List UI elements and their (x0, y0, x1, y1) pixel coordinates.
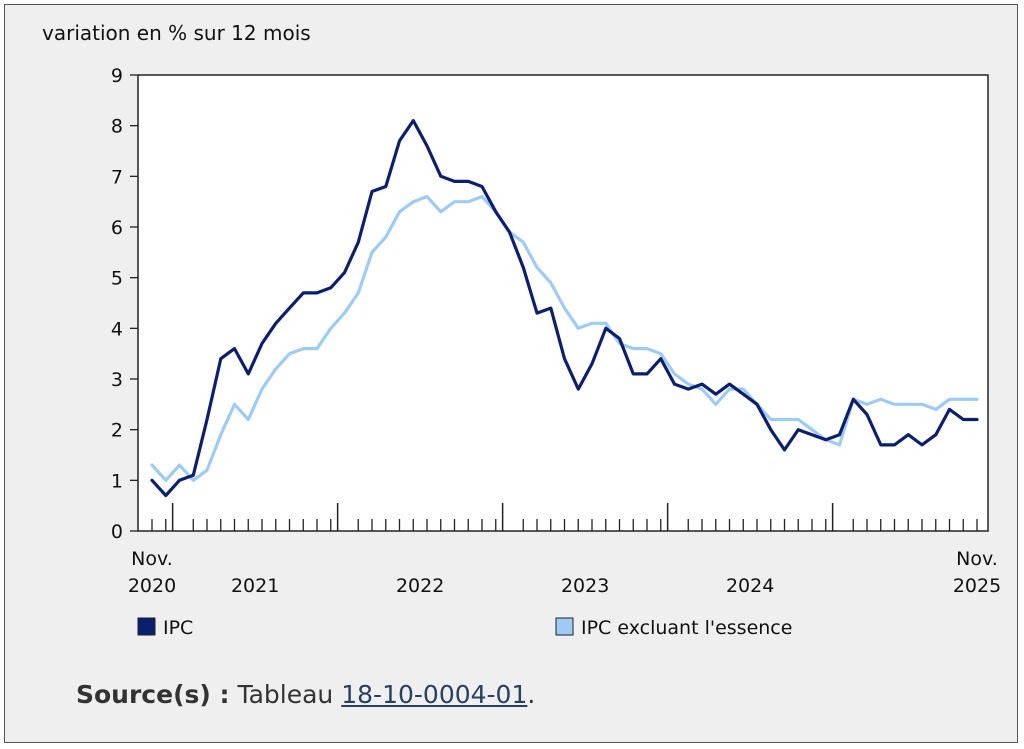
y-tick-label: 0 (111, 521, 123, 543)
x-label-first-year: 2020 (128, 575, 176, 597)
legend-label: IPC (163, 617, 193, 639)
x-label-year: 2023 (561, 575, 609, 597)
x-label-last-year: 2025 (953, 575, 1001, 597)
legend: IPC IPC excluant l'essence (137, 617, 792, 639)
y-tick-label: 5 (111, 268, 123, 290)
y-tick-label: 3 (111, 369, 123, 391)
x-label-first-month: Nov. (131, 548, 173, 570)
y-tick-label: 7 (111, 166, 123, 188)
legend-label: IPC excluant l'essence (581, 617, 792, 639)
y-tick-label: 1 (111, 470, 123, 492)
x-label-year: 2021 (231, 575, 279, 597)
source-prefix: Tableau (237, 680, 334, 709)
source-note: Source(s) : Tableau 18-10-0004-01. (76, 680, 535, 709)
series-lines (150, 118, 979, 498)
series-line (150, 118, 979, 498)
y-tick-label: 8 (111, 116, 123, 138)
x-label-year: 2022 (396, 575, 444, 597)
y-axis-title: variation en % sur 12 mois (42, 21, 311, 45)
legend-swatch (555, 617, 574, 636)
legend-swatch (137, 617, 156, 636)
source-suffix: . (527, 680, 536, 709)
y-tick-label: 6 (111, 217, 123, 239)
series-line (150, 195, 979, 482)
x-label-last-month: Nov. (956, 548, 998, 570)
y-tick-label: 2 (111, 420, 123, 442)
source-table-link[interactable]: 18-10-0004-01 (341, 680, 528, 709)
x-label-year: 2024 (726, 575, 774, 597)
y-tick-label: 9 (111, 65, 123, 87)
x-axis: Nov. 2020 2021 2022 2023 2024 Nov. 2025 (128, 503, 1001, 597)
y-tick-label: 4 (111, 318, 123, 340)
source-label: Source(s) : (76, 680, 230, 709)
y-axis: 0 1 2 3 4 5 6 7 8 9 (111, 65, 138, 543)
